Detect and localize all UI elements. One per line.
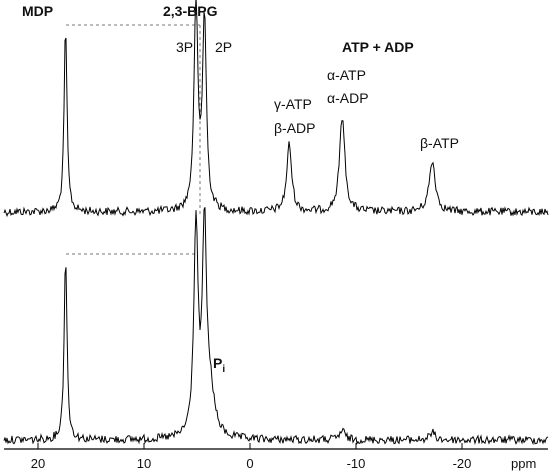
label-pi: Pi bbox=[213, 355, 225, 375]
label-beta-atp: β-ATP bbox=[420, 135, 459, 151]
x-axis-label: ppm bbox=[511, 456, 536, 471]
label-gamma-atp: γ-ATP bbox=[274, 96, 312, 112]
label-beta-adp: β-ADP bbox=[274, 120, 316, 136]
x-tick-label: -10 bbox=[347, 456, 366, 471]
x-tick-label: 20 bbox=[31, 456, 45, 471]
spectrum-trace-top bbox=[3, 0, 549, 218]
label-alpha-adp: α-ADP bbox=[327, 90, 369, 106]
x-tick-label: 10 bbox=[137, 456, 151, 471]
label-atp-adp: ATP + ADP bbox=[342, 39, 414, 55]
label-alpha-atp: α-ATP bbox=[327, 67, 366, 83]
label-2p: 2P bbox=[215, 39, 232, 55]
label-3p: 3P bbox=[176, 39, 193, 55]
x-tick-label: 0 bbox=[246, 456, 253, 471]
x-axis-ticks: 20 10 0 -10 -20 bbox=[31, 443, 472, 471]
spectrum-trace-bottom bbox=[3, 207, 549, 446]
x-tick-label: -20 bbox=[453, 456, 472, 471]
label-mdp: MDP bbox=[22, 3, 53, 19]
label-bpg: 2,3-BPG bbox=[163, 3, 218, 19]
label-pi-subscript: i bbox=[222, 364, 225, 375]
